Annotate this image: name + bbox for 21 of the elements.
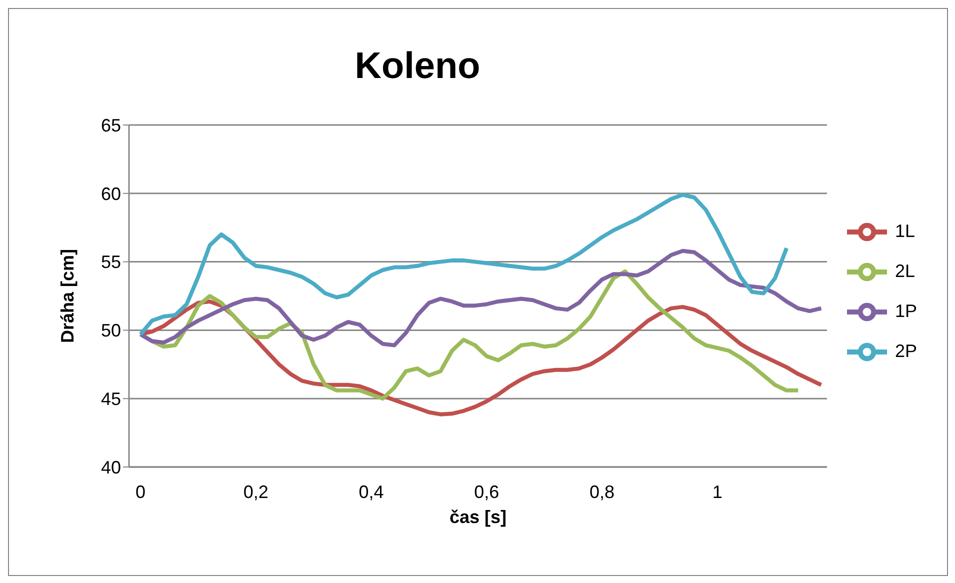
x-tick-label: 0,8	[589, 482, 615, 502]
legend-label: 1P	[894, 300, 917, 321]
legend-label: 2L	[894, 260, 915, 281]
y-tick-label: 40	[100, 457, 121, 478]
line-series	[138, 248, 824, 348]
x-tick-label: 0,2	[243, 482, 268, 502]
legend-label: 2P	[894, 340, 917, 361]
y-tick-label: 45	[100, 388, 121, 409]
y-tick-label: 55	[100, 252, 121, 272]
line-series	[138, 192, 789, 336]
x-tick-label: 0,4	[358, 482, 384, 502]
y-tick-label: 60	[100, 184, 121, 204]
x-tick-label: 1	[712, 482, 722, 502]
y-tick-label: 65	[100, 115, 121, 136]
x-axis-title: čas [s]	[449, 507, 507, 527]
y-tick-label: 50	[100, 320, 121, 341]
x-tick-label: 0,6	[474, 482, 500, 502]
y-axis-title: Dráha [cm]	[57, 248, 78, 344]
x-tick-label: 0	[136, 482, 146, 502]
legend-label: 1L	[894, 220, 915, 241]
chart-title: Koleno	[354, 45, 482, 87]
